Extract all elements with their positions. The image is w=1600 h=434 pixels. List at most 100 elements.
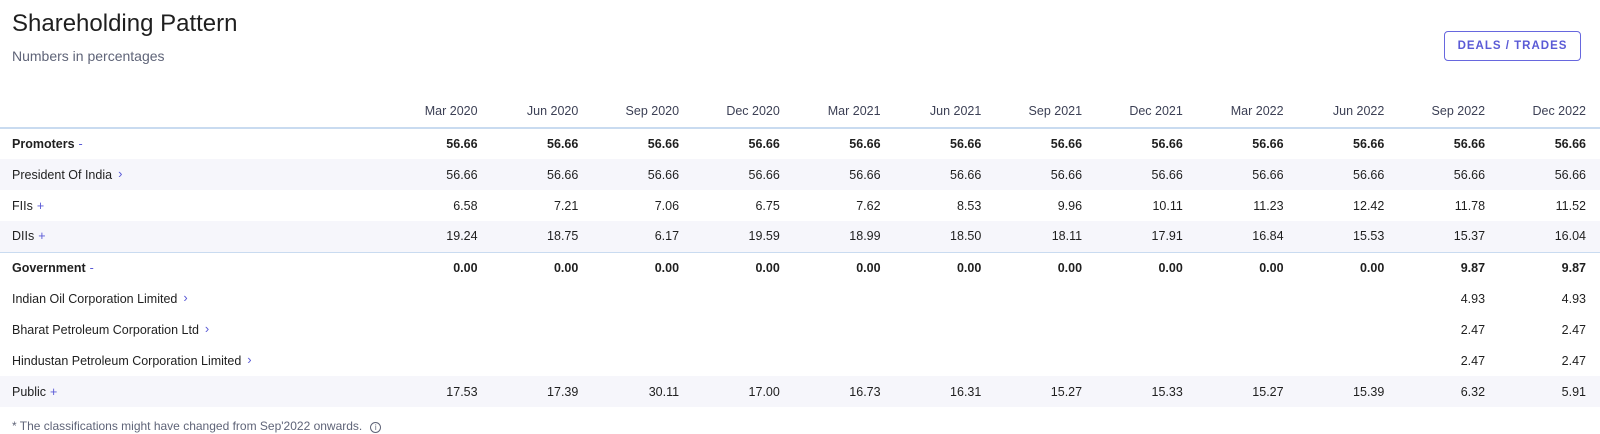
value-cell: 17.91	[1096, 221, 1197, 252]
row-label[interactable]: Government	[12, 260, 86, 275]
chevron-right-icon[interactable]: ›	[183, 290, 188, 305]
row-label[interactable]: Public	[12, 384, 47, 399]
row-label[interactable]: FIIs	[12, 198, 33, 213]
row-government: Government -0.00 0.00 0.00 0.00 0.00 0.00 0.00 0…	[0, 251, 1600, 283]
value-cell: 19.59	[693, 221, 794, 252]
column-header: Dec 2022	[1499, 95, 1600, 129]
page-title: Shareholding Pattern	[12, 10, 238, 37]
value-cell: 56.66	[1196, 159, 1298, 190]
value-cell: 56.66	[849, 137, 881, 151]
value-cell: 4.93	[1460, 291, 1486, 306]
value-cell	[391, 345, 492, 376]
value-cell: 0.00	[1196, 251, 1298, 283]
table-header-row: Mar 2020 Jun 2020 Sep 2020 Dec 2020 Mar 2021…	[0, 95, 1600, 129]
value-cell	[1197, 314, 1298, 345]
row-label-cell: President Of India ›	[0, 159, 391, 190]
column-header: Mar 2021	[793, 95, 895, 129]
value-cell: 12.42	[1353, 198, 1385, 213]
row-label[interactable]: Hindustan Petroleum Corporation Limited	[12, 354, 242, 368]
row-label[interactable]: Indian Oil Corporation Limited	[12, 292, 178, 306]
value-cell: 16.04	[1499, 221, 1600, 252]
value-cell: 11.52	[1555, 198, 1586, 213]
column-header: Mar 2020	[390, 95, 492, 129]
shareholding-table: Mar 2020 Jun 2020 Sep 2020 Dec 2020 Mar 2021…	[0, 95, 1600, 407]
row-label-cell: Promoters -	[0, 128, 391, 159]
value-cell	[391, 314, 492, 345]
value-cell	[895, 345, 996, 376]
value-cell: 56.66	[748, 137, 780, 151]
value-cell: 56.66	[793, 159, 895, 190]
value-cell: 56.66	[1297, 159, 1399, 190]
row-label[interactable]: Bharat Petroleum Corporation Ltd	[12, 323, 199, 337]
value-cell: 0.00	[693, 251, 794, 283]
chevron-right-icon[interactable]: ›	[247, 352, 252, 367]
row-bharat-petroleum: Bharat Petroleum Corporation Ltd › 2.47 2.4…	[0, 314, 1600, 345]
value-cell: 6.17	[592, 221, 694, 252]
value-cell	[391, 283, 492, 314]
row-hindustan-petroleum: Hindustan Petroleum Corporation Limited ›…	[0, 345, 1600, 376]
value-cell	[1197, 345, 1298, 376]
value-cell: 19.24	[390, 221, 492, 252]
value-cell: 56.66	[647, 137, 680, 151]
collapse-icon[interactable]: -	[78, 137, 83, 151]
collapse-icon[interactable]: -	[89, 260, 94, 275]
value-cell	[1298, 345, 1399, 376]
value-cell: 9.96	[1057, 198, 1083, 213]
value-cell: 56.66	[446, 137, 478, 151]
row-diis: DIIs +19.24 18.75 6.17 19.59 18.99 18.50 18.11 1…	[0, 221, 1600, 252]
value-cell	[693, 283, 794, 314]
page-subtitle: Numbers in percentages	[12, 48, 165, 64]
value-cell: 17.53	[390, 376, 492, 407]
value-cell: 56.66	[995, 159, 1097, 190]
value-cell: 15.27	[995, 376, 1097, 407]
column-header: Dec 2020	[693, 95, 794, 129]
expand-icon[interactable]: +	[38, 229, 46, 244]
value-cell	[1298, 314, 1399, 345]
row-promoters: Promoters - 56.66 56.66 56.66 56.66 56.66 56.66…	[0, 128, 1600, 159]
value-cell: 16.84	[1196, 221, 1298, 252]
value-cell: 56.66	[950, 137, 982, 151]
expand-icon[interactable]: +	[50, 384, 58, 399]
column-header: Sep 2022	[1398, 95, 1500, 129]
value-cell	[995, 314, 1096, 345]
value-cell: 0.00	[1297, 251, 1399, 283]
row-label[interactable]: Promoters	[12, 137, 75, 151]
value-cell	[794, 345, 895, 376]
value-cell	[592, 314, 693, 345]
info-icon[interactable]: i	[370, 422, 382, 433]
value-cell: 10.11	[1152, 198, 1183, 213]
value-cell: 56.66	[693, 159, 794, 190]
value-cell: 11.78	[1454, 198, 1486, 213]
value-cell: 56.66	[1398, 159, 1500, 190]
value-cell: 6.58	[453, 198, 478, 213]
row-president-of-india: President Of India › 56.66 56.66 56.66 56.66 5…	[0, 159, 1600, 190]
header-label-cell	[0, 95, 391, 129]
chevron-right-icon[interactable]: ›	[118, 166, 123, 181]
value-cell: 30.11	[592, 376, 694, 407]
value-cell: 0.00	[390, 251, 492, 283]
value-cell: 56.66	[491, 159, 593, 190]
column-header: Jun 2021	[894, 95, 996, 129]
value-cell: 15.33	[1096, 376, 1197, 407]
value-cell: 5.91	[1499, 376, 1600, 407]
value-cell: 15.27	[1196, 376, 1298, 407]
value-cell: 6.32	[1398, 376, 1500, 407]
value-cell: 11.23	[1253, 198, 1284, 213]
value-cell: 7.62	[856, 198, 881, 213]
value-cell: 7.06	[654, 198, 680, 213]
expand-icon[interactable]: +	[36, 198, 45, 213]
row-label-cell: DIIs +	[0, 221, 391, 252]
row-label[interactable]: President Of India	[12, 168, 113, 182]
value-cell: 6.75	[755, 198, 780, 213]
value-cell: 56.66	[1096, 159, 1197, 190]
value-cell: 15.37	[1398, 221, 1500, 252]
value-cell	[693, 345, 794, 376]
value-cell	[1096, 283, 1197, 314]
value-cell: 15.39	[1297, 376, 1399, 407]
row-label[interactable]: DIIs	[12, 229, 35, 244]
chevron-right-icon[interactable]: ›	[204, 321, 210, 336]
value-cell: 9.87	[1499, 251, 1600, 283]
deals-trades-button[interactable]: DEALS / TRADES	[1444, 31, 1581, 61]
row-label-cell: Indian Oil Corporation Limited ›	[0, 283, 391, 314]
value-cell	[592, 345, 693, 376]
